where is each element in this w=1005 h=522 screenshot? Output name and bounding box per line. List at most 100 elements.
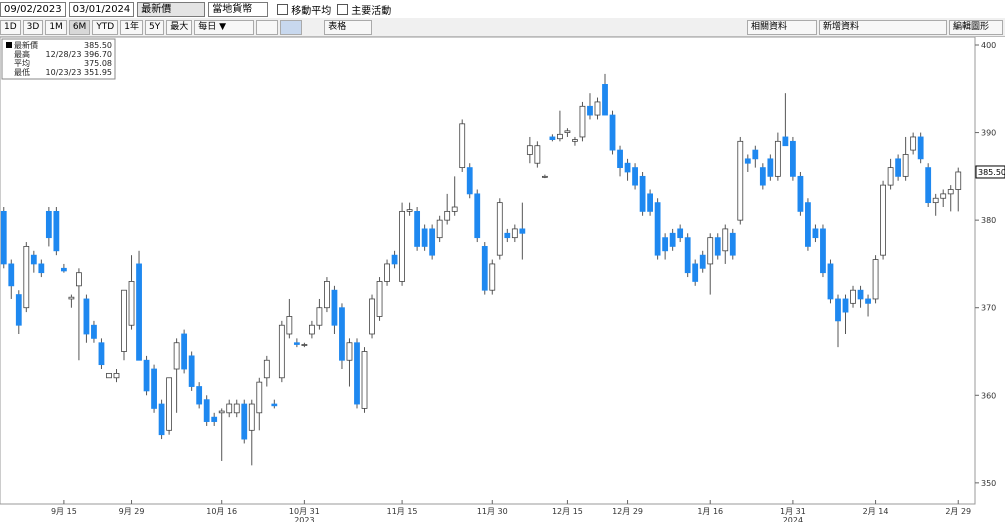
candle-body — [692, 263, 699, 282]
candle-body — [759, 167, 766, 186]
candle-body — [391, 254, 398, 265]
candle — [151, 364, 157, 413]
candle — [910, 132, 917, 155]
x-tick-label: 9月 15 — [51, 507, 77, 516]
range-button[interactable]: 1M — [45, 19, 67, 35]
candle — [602, 73, 608, 116]
candle-body — [684, 237, 691, 274]
last-price-tag — [975, 165, 1005, 179]
related-button[interactable]: 相關資料 — [747, 19, 817, 35]
candle-body — [241, 403, 248, 440]
candle-body — [83, 298, 90, 335]
range-button[interactable]: 6M — [68, 19, 91, 35]
x-tick-label: 1月 31 — [780, 507, 806, 516]
candle — [774, 132, 781, 181]
candle — [481, 242, 488, 295]
end-date[interactable]: 03/01/2024 — [68, 1, 135, 17]
range-button[interactable]: 5Y — [144, 19, 165, 35]
candle — [278, 320, 285, 383]
candle-body — [917, 136, 924, 160]
range-button[interactable]: YTD — [92, 19, 119, 35]
candle — [489, 259, 496, 295]
candle-body — [947, 189, 954, 195]
candle-body — [609, 114, 616, 151]
candle — [557, 110, 563, 142]
candle-body — [218, 410, 225, 414]
events-toggle[interactable]: 主要活動 — [337, 2, 391, 17]
candle — [572, 136, 578, 146]
candle-body — [677, 228, 684, 239]
x-tick-label: 10月 16 — [206, 507, 237, 516]
candle — [451, 176, 458, 216]
candle — [83, 294, 90, 343]
candle-body — [767, 158, 774, 177]
candle-body — [308, 324, 315, 335]
range-button[interactable]: 3D — [22, 19, 44, 35]
table-button[interactable]: 表格 — [324, 19, 373, 35]
candle — [113, 369, 120, 383]
x-tick-label: 11月 15 — [387, 507, 418, 516]
currency-select[interactable]: 當地貨幣 — [208, 1, 269, 17]
candle — [722, 224, 729, 264]
candle — [429, 224, 436, 260]
candle-body — [60, 267, 67, 272]
field-select[interactable]: 最新價 — [137, 1, 206, 17]
range-button[interactable]: 1年 — [120, 19, 143, 35]
range-button[interactable]: 最大 — [166, 19, 193, 35]
candle-body — [436, 219, 443, 239]
candle-body — [331, 289, 338, 326]
candle-body — [647, 193, 654, 212]
candle — [158, 399, 165, 440]
candle — [308, 320, 315, 339]
add-data-button[interactable]: 新增資料 — [819, 19, 947, 35]
candle — [8, 259, 15, 299]
period-select[interactable]: 每日 ▼ — [194, 19, 255, 35]
label: 移動平均 — [291, 5, 332, 17]
x-tick-label: 12月 15 — [552, 507, 583, 516]
candle — [76, 268, 82, 361]
candle-body — [782, 136, 789, 147]
start-date[interactable]: 09/02/2023 — [0, 1, 66, 17]
candle — [218, 408, 225, 461]
candle-body — [737, 140, 744, 221]
candle-body — [53, 210, 60, 252]
candle-body — [805, 202, 811, 247]
candle — [932, 193, 939, 216]
candle-body — [128, 281, 135, 326]
candle — [444, 193, 451, 225]
moving-average-toggle[interactable]: 移動平均 — [277, 2, 331, 17]
candle-body — [714, 237, 721, 256]
candle-body — [842, 298, 849, 313]
last-price-label: 385.50 — [978, 168, 1005, 177]
candle-body — [624, 162, 631, 173]
edit-button[interactable]: 編輯圖形 — [949, 19, 1003, 35]
candle-body — [774, 140, 781, 177]
candle-body — [669, 232, 676, 247]
candle — [91, 320, 97, 343]
x-tick-label: 2月 29 — [945, 507, 971, 516]
candle — [53, 207, 60, 256]
candle — [729, 228, 736, 260]
candle-body — [564, 130, 571, 133]
legend-box — [1, 38, 116, 80]
candle — [166, 377, 173, 435]
candle-body — [354, 342, 360, 405]
candle — [0, 207, 7, 269]
candle — [820, 224, 826, 278]
candle-body — [384, 263, 390, 282]
candle-body — [369, 298, 375, 335]
candle — [38, 259, 45, 278]
candle-body — [173, 342, 180, 370]
candle-body — [459, 123, 466, 169]
candle — [376, 277, 383, 321]
candle-body — [136, 263, 142, 361]
range-button[interactable]: 1D — [0, 19, 21, 35]
candle — [339, 303, 345, 370]
legend-name: 最新價 — [14, 40, 38, 50]
candle — [293, 338, 300, 348]
candle — [331, 285, 338, 334]
candle — [737, 136, 744, 225]
candle-body — [729, 232, 736, 256]
candle-body — [76, 272, 82, 287]
